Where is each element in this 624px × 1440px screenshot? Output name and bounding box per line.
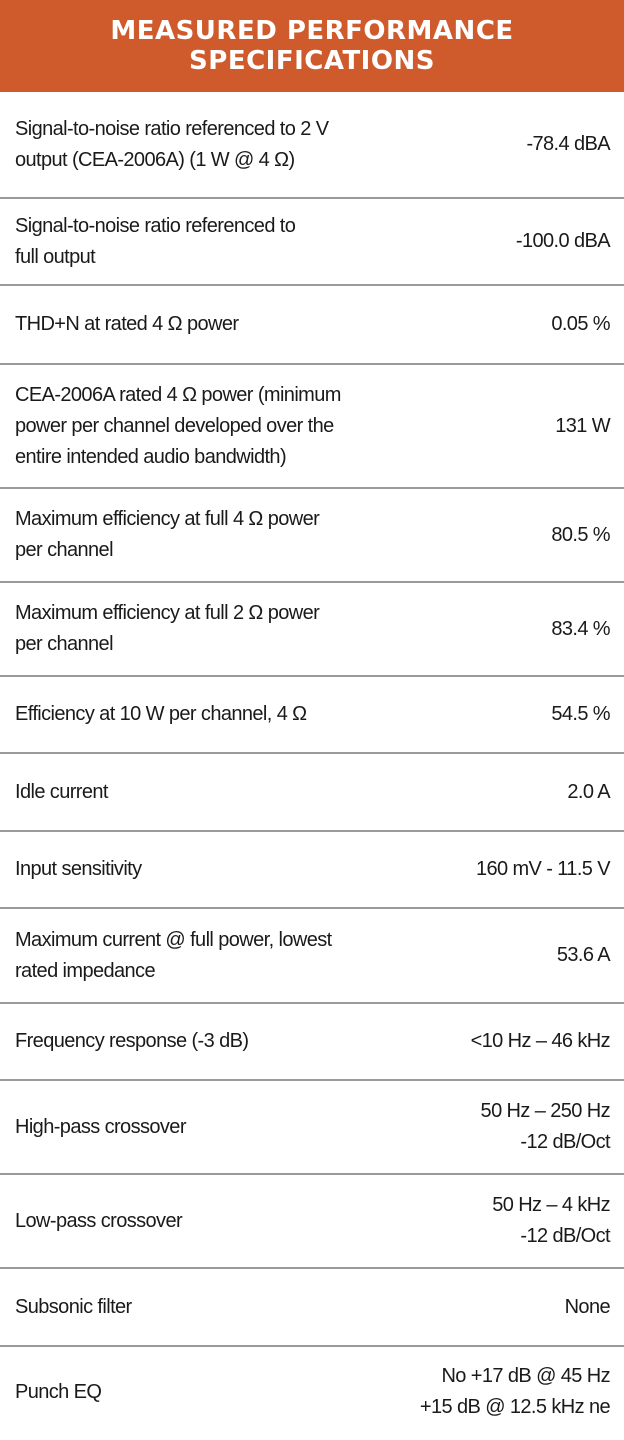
spec-row: Idle current 2.0 A — [0, 754, 624, 832]
spec-label-line: entire intended audio bandwidth) — [15, 445, 287, 468]
spec-value-line: 50 Hz – 250 Hz — [480, 1100, 611, 1122]
spec-row: THD+N at rated 4 Ω power 0.05 % — [0, 286, 624, 365]
spec-value: 2.0 A — [380, 777, 624, 808]
spec-value-line: 2.0 A — [567, 780, 610, 803]
spec-value-line: -78.4 dBA — [526, 133, 610, 155]
spec-label-line: rated impedance — [15, 959, 156, 982]
spec-value-line: 160 mV - 11.5 V — [475, 858, 611, 880]
spec-value-line: None — [564, 1295, 611, 1318]
spec-label: CEA-2006A rated 4 Ω power (minimum power … — [0, 380, 380, 473]
spec-value: None — [380, 1292, 624, 1323]
spec-label: Input sensitivity — [0, 854, 380, 885]
spec-label-line: Input sensitivity — [15, 858, 142, 880]
spec-row: Maximum efficiency at full 4 Ω power per … — [0, 489, 624, 583]
spec-label: Punch EQ — [0, 1377, 380, 1408]
spec-row: Frequency response (-3 dB) <10 Hz – 46 kH… — [0, 1004, 624, 1081]
spec-row: Signal-to-noise ratio referenced to full … — [0, 199, 624, 286]
spec-label: Maximum current @ full power, lowest rate… — [0, 925, 380, 987]
spec-value: 54.5 % — [380, 699, 624, 730]
spec-label-line: Signal-to-noise ratio referenced to 2 V — [15, 117, 329, 140]
spec-value: No +17 dB @ 45 Hz +15 dB @ 12.5 kHz ne — [380, 1361, 624, 1423]
spec-label-line: output (CEA-2006A) (1 W @ 4 Ω) — [15, 148, 295, 171]
spec-label: Subsonic filter — [0, 1292, 380, 1323]
spec-label-line: Punch EQ — [15, 1380, 102, 1403]
spec-row: Subsonic filter None — [0, 1269, 624, 1347]
spec-label: High-pass crossover — [0, 1112, 380, 1143]
spec-label: Efficiency at 10 W per channel, 4 Ω — [0, 699, 380, 730]
spec-value-line: -12 dB/Oct — [520, 1225, 610, 1247]
spec-label-line: Subsonic filter — [15, 1295, 132, 1318]
spec-label-line: Maximum efficiency at full 4 Ω power — [15, 508, 320, 530]
spec-label-line: Maximum efficiency at full 2 Ω power — [15, 602, 320, 624]
spec-value-line: 53.6 A — [556, 944, 611, 966]
spec-label-line: High-pass crossover — [15, 1115, 186, 1138]
spec-value: <10 Hz – 46 kHz — [380, 1026, 624, 1057]
spec-label: Frequency response (-3 dB) — [0, 1026, 380, 1057]
spec-value-line: -100.0 dBA — [515, 230, 611, 252]
spec-label-line: Efficiency at 10 W per channel, 4 Ω — [15, 703, 307, 725]
spec-value: 80.5 % — [380, 520, 624, 551]
spec-value-line: 0.05 % — [551, 313, 610, 335]
spec-row: Signal-to-noise ratio referenced to 2 V o… — [0, 92, 624, 199]
spec-label-line: power per channel developed over the — [15, 414, 334, 437]
header-title-line1: MEASURED PERFORMANCE — [110, 16, 514, 46]
spec-row: Efficiency at 10 W per channel, 4 Ω 54.5 … — [0, 677, 624, 754]
spec-header: MEASURED PERFORMANCE SPECIFICATIONS — [0, 0, 624, 92]
spec-label-line: full output — [15, 245, 96, 268]
spec-label: Maximum efficiency at full 2 Ω power per … — [0, 598, 380, 660]
spec-label-line: per channel — [15, 633, 114, 655]
spec-label: Low-pass crossover — [0, 1206, 380, 1237]
spec-label: Signal-to-noise ratio referenced to full … — [0, 211, 380, 273]
spec-row: High-pass crossover 50 Hz – 250 Hz -12 dB/… — [0, 1081, 624, 1175]
spec-label-line: Frequency response (-3 dB) — [15, 1030, 249, 1052]
spec-value-line: -12 dB/Oct — [520, 1131, 610, 1153]
spec-label-line: THD+N at rated 4 Ω power — [15, 313, 239, 335]
spec-value: 131 W — [380, 411, 624, 442]
spec-label-line: per channel — [15, 539, 114, 561]
spec-label-line: Low-pass crossover — [15, 1209, 183, 1232]
spec-row: CEA-2006A rated 4 Ω power (minimum power … — [0, 365, 624, 489]
header-title-line2: SPECIFICATIONS — [189, 46, 435, 76]
spec-value: 50 Hz – 4 kHz -12 dB/Oct — [380, 1190, 624, 1252]
spec-label-line: Signal-to-noise ratio referenced to — [15, 214, 296, 237]
spec-value-line: 54.5 % — [551, 703, 610, 725]
spec-row: Punch EQ No +17 dB @ 45 Hz +15 dB @ 12.5 k… — [0, 1347, 624, 1437]
spec-row: Maximum efficiency at full 2 Ω power per … — [0, 583, 624, 677]
spec-value: -78.4 dBA — [380, 129, 624, 160]
spec-value-line: 83.4 % — [551, 617, 610, 640]
spec-value-line: 50 Hz – 4 kHz — [492, 1194, 610, 1216]
spec-label: THD+N at rated 4 Ω power — [0, 309, 380, 340]
spec-value: 160 mV - 11.5 V — [380, 854, 624, 885]
spec-value-line: +15 dB @ 12.5 kHz ne — [419, 1396, 611, 1418]
spec-label: Maximum efficiency at full 4 Ω power per … — [0, 504, 380, 566]
spec-value-line: <10 Hz – 46 kHz — [470, 1030, 611, 1052]
spec-row: Maximum current @ full power, lowest rate… — [0, 909, 624, 1004]
spec-label: Signal-to-noise ratio referenced to 2 V o… — [0, 114, 380, 176]
spec-value: 83.4 % — [380, 614, 624, 645]
spec-value: -100.0 dBA — [380, 226, 624, 257]
spec-label-line: Maximum current @ full power, lowest — [15, 928, 332, 951]
spec-value-line: 80.5 % — [551, 523, 610, 546]
spec-value: 50 Hz – 250 Hz -12 dB/Oct — [380, 1096, 624, 1158]
spec-label-line: Idle current — [15, 780, 108, 803]
spec-value-line: 131 W — [555, 414, 610, 437]
spec-label-line: CEA-2006A rated 4 Ω power (minimum — [15, 383, 341, 406]
spec-table: Signal-to-noise ratio referenced to 2 V o… — [0, 92, 624, 1437]
spec-value-line: No +17 dB @ 45 Hz — [441, 1365, 610, 1387]
spec-label: Idle current — [0, 777, 380, 808]
spec-row: Low-pass crossover 50 Hz – 4 kHz -12 dB/Oc… — [0, 1175, 624, 1269]
spec-value: 53.6 A — [380, 940, 624, 971]
spec-value: 0.05 % — [380, 309, 624, 340]
spec-row: Input sensitivity 160 mV - 11.5 V — [0, 832, 624, 909]
